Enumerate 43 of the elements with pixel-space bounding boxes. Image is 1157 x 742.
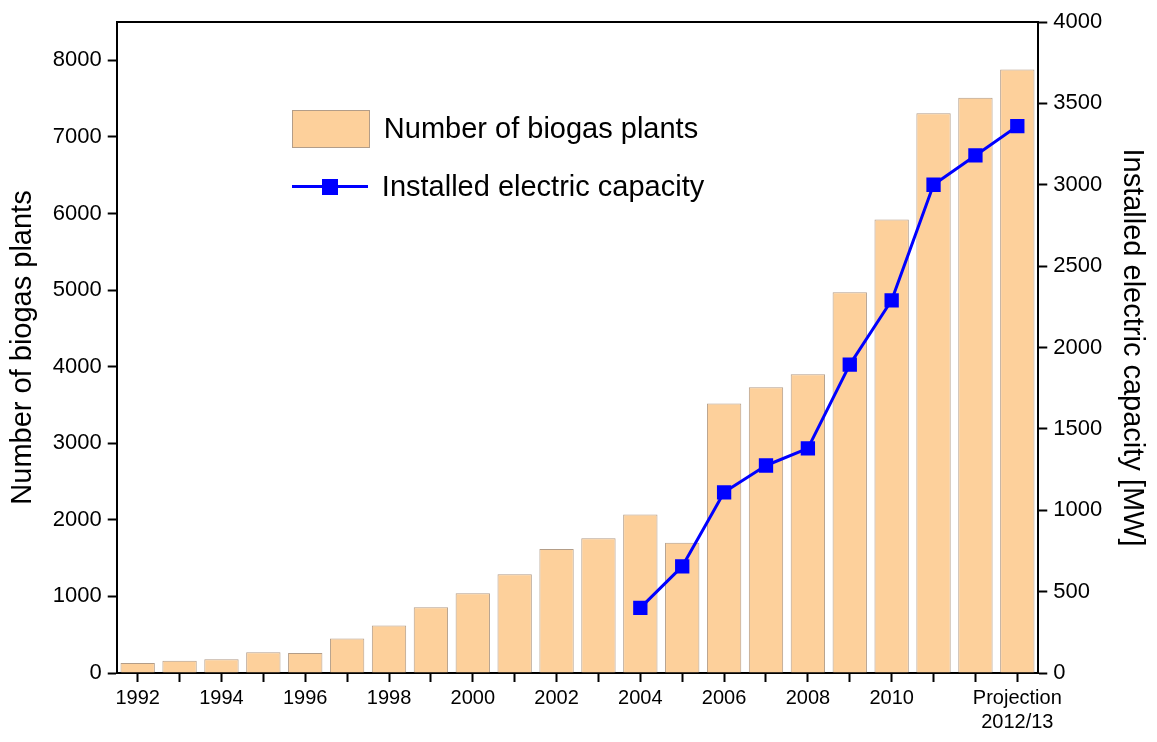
legend-label: Installed electric capacity <box>381 170 705 204</box>
x-tick-label: 2002 <box>534 685 579 708</box>
y-tick-label: 2000 <box>52 505 102 531</box>
x-tick-label: 1998 <box>366 685 412 708</box>
x-tick-label: 1996 <box>282 685 328 708</box>
y-tick-label: 5000 <box>52 276 102 302</box>
point <box>675 559 690 574</box>
y2-tick-label: 2000 <box>1053 333 1103 359</box>
point <box>1010 119 1025 134</box>
point <box>884 293 899 308</box>
x-tick-label: Projection 2012/13 <box>972 685 1062 732</box>
y2-tick-label: 3500 <box>1053 89 1103 115</box>
y2-tick-label: 3000 <box>1053 170 1103 196</box>
point <box>800 441 816 456</box>
y-tick-label: 4000 <box>52 352 102 378</box>
point <box>758 458 774 473</box>
x-tick-label: 2010 <box>869 685 914 708</box>
x-tick-label: 2004 <box>618 685 663 708</box>
y2-tick-label: 2500 <box>1053 252 1103 278</box>
y-axis-title: Number of biogas plants <box>5 190 38 505</box>
point <box>716 485 732 500</box>
point <box>926 177 941 192</box>
x-tick-label: 1994 <box>199 685 244 708</box>
y2-tick-label: 1500 <box>1053 414 1103 440</box>
point <box>842 357 857 372</box>
y2-tick-label: 500 <box>1053 577 1090 603</box>
y-tick-label: 6000 <box>52 199 102 225</box>
x-tick-label: 2006 <box>701 685 747 708</box>
y2-tick-label: 1000 <box>1053 496 1103 522</box>
point <box>968 148 983 163</box>
y-tick-label: 7000 <box>52 122 102 148</box>
y-tick-label: 0 <box>89 659 102 685</box>
y-tick-label: 8000 <box>52 46 102 72</box>
y-tick-label: 3000 <box>52 429 102 455</box>
x-tick-label: 2008 <box>785 685 831 708</box>
y-tick-label: 1000 <box>52 582 102 608</box>
y2-tick-label: 0 <box>1053 659 1066 685</box>
x-tick-label: 2000 <box>450 685 496 708</box>
y2-axis-title: Installed electric capacity [MW] <box>1117 148 1150 547</box>
point <box>633 600 648 616</box>
y2-tick-label: 4000 <box>1053 8 1103 34</box>
legend-label: Number of biogas plants <box>383 112 699 146</box>
x-tick-label: 1992 <box>115 685 160 708</box>
